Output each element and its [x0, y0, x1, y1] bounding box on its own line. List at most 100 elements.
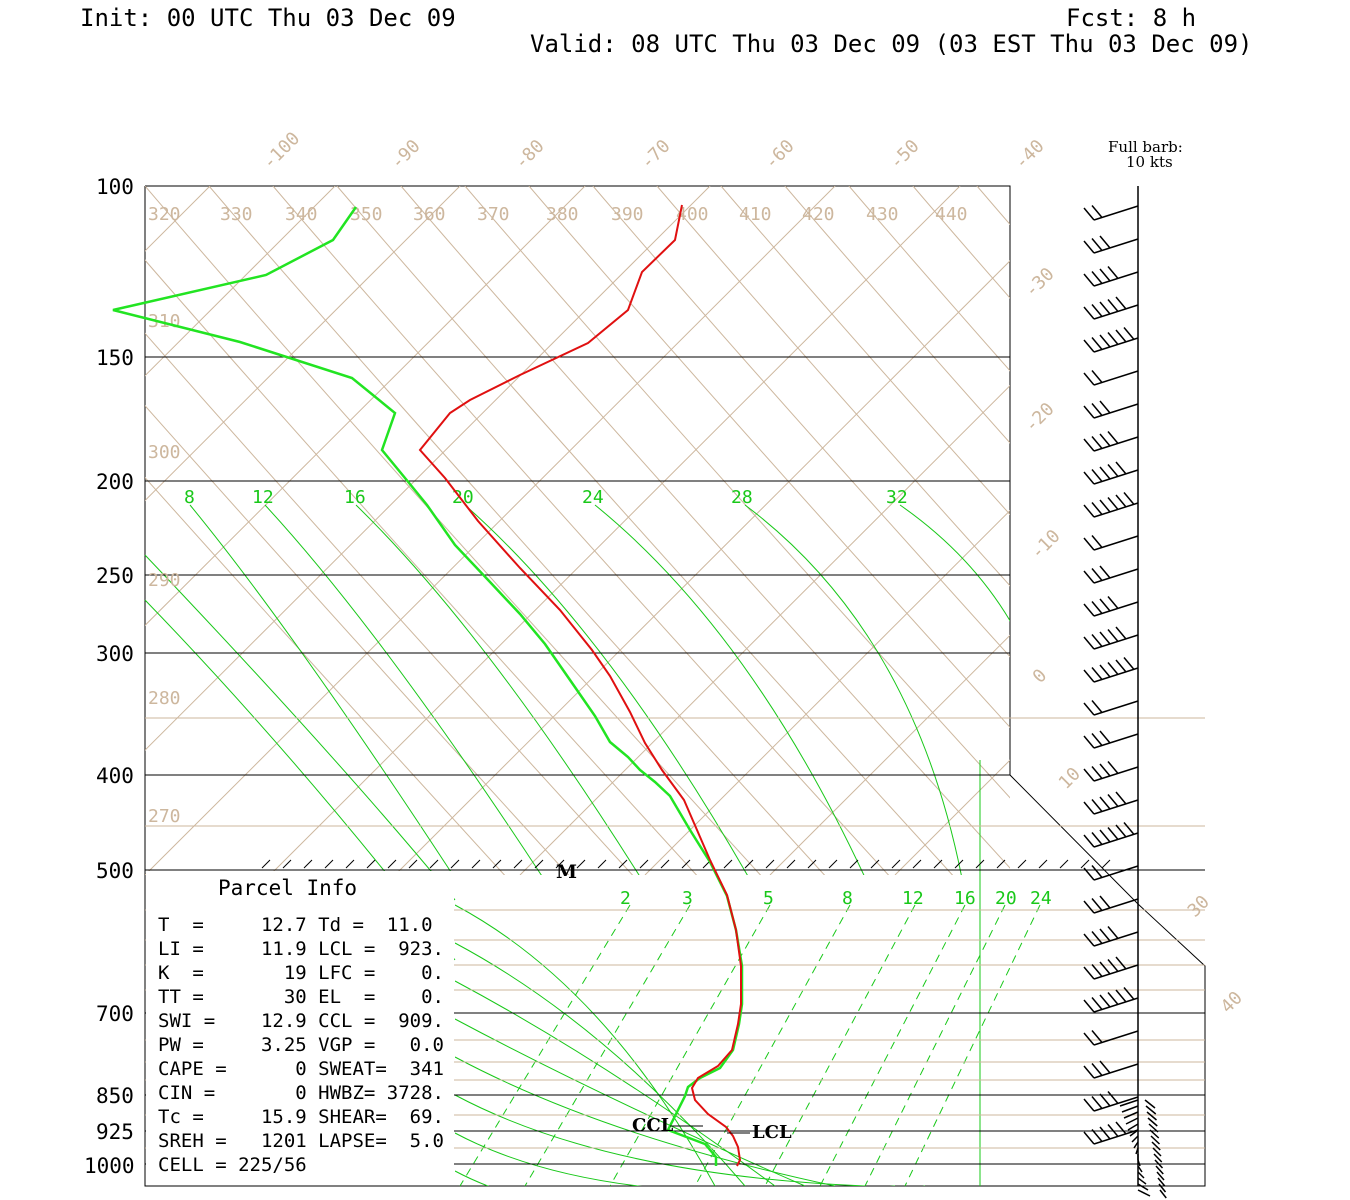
isotherm-label: 10: [1055, 763, 1085, 793]
wind-barb-flag: [1153, 1153, 1163, 1163]
pressure-label: 400: [96, 764, 134, 788]
hatch-mark: [807, 859, 817, 869]
isotherm-line: [269, 186, 961, 875]
wind-barb-shaft: [1131, 1135, 1139, 1143]
wind-barb-shaft: [1093, 271, 1139, 287]
dry-adiabat-line: [720, 186, 1010, 516]
wind-barb-shaft: [1093, 469, 1139, 485]
moist-adiabat-line: [744, 504, 962, 875]
dry-adiabat-line: [464, 186, 1010, 799]
hatch-mark: [387, 859, 397, 869]
pressure-label: 500: [96, 859, 134, 883]
pressure-label: 250: [96, 564, 134, 588]
pressure-label: 200: [96, 470, 134, 494]
wind-barb-flag: [1091, 403, 1103, 416]
wind-barb-flag: [1083, 1098, 1095, 1112]
wind-barb-flag: [1083, 702, 1095, 716]
wind-barb-shaft: [1123, 1111, 1139, 1119]
dry-adiabat-line: [912, 186, 1010, 299]
wind-barb-flag: [1099, 334, 1111, 348]
wind-barb-flag: [1107, 1124, 1119, 1137]
wind-barb-flag: [1115, 659, 1127, 673]
isotherm-line: [394, 260, 1010, 875]
wind-barb-flag: [1107, 431, 1119, 444]
hatch-mark: [933, 859, 943, 869]
wind-barb-shaft: [1093, 337, 1139, 353]
wind-barb-flag: [1115, 494, 1127, 508]
forecast-hour: Fcst: 8 h: [1066, 4, 1196, 32]
isotherm-line: [145, 186, 336, 377]
wind-barb-flag: [1091, 337, 1103, 350]
parcel-info-row: TT = 30 EL = 0.: [158, 986, 444, 1008]
isotherm-label: -20: [1021, 399, 1059, 437]
dry-adiabat-line: [784, 186, 1010, 444]
wind-barb-shaft: [1137, 1189, 1151, 1197]
wind-barb-flag: [1123, 987, 1135, 1000]
moist-adiabat-line: [144, 554, 456, 901]
hatch-mark: [261, 859, 271, 869]
wind-barb-flag: [1099, 796, 1111, 810]
hatch-mark: [324, 859, 334, 869]
wind-barb: [1127, 1123, 1159, 1133]
hatch-mark: [912, 859, 922, 869]
wind-barb-flag: [1115, 956, 1127, 970]
wind-barb: [1083, 205, 1139, 221]
theta-label: 420: [802, 204, 835, 225]
mixing-ratio-line: [609, 904, 771, 1187]
mixing-ratio-line: [819, 904, 966, 1187]
valid-time: Valid: 08 UTC Thu 03 Dec 09 (03 EST Thu …: [530, 30, 1252, 58]
wind-barb-shaft: [1093, 568, 1139, 584]
wind-barb: [1083, 370, 1139, 386]
wind-barb-flag: [1107, 992, 1119, 1005]
isotherm-label: -80: [511, 136, 549, 174]
wind-barb-shaft: [1135, 1147, 1139, 1155]
hatch-mark: [891, 859, 901, 869]
wind-barb-shaft: [1093, 799, 1139, 815]
wind-barb-shaft: [1125, 1117, 1139, 1125]
hatch-mark: [534, 859, 544, 869]
mixing-ratio-line: [459, 904, 631, 1187]
wind-barb-flag: [1083, 339, 1095, 353]
isotherm-label: -40: [1011, 136, 1049, 174]
wind-barb: [1083, 296, 1139, 320]
wind-barb-flag: [1083, 999, 1095, 1013]
wind-barb-flag: [1123, 822, 1135, 835]
wind-barb-flag: [1091, 700, 1103, 713]
isotherm-line: [145, 186, 586, 627]
mixing-ratio-line: [864, 904, 1006, 1187]
hatch-mark: [1038, 859, 1048, 869]
dewpoint-profile: [112, 206, 744, 1166]
wind-barb-shaft: [1093, 931, 1139, 947]
wind-barb-flag: [1146, 1111, 1157, 1121]
wind-barb: [1083, 266, 1139, 287]
isotherm-label: -10: [1027, 526, 1065, 564]
wind-barb-flag: [1083, 306, 1095, 320]
dry-adiabat-line: [145, 332, 634, 875]
wind-barb: [1083, 700, 1139, 716]
dry-adiabat-line: [145, 186, 762, 875]
wind-barb-flag: [1107, 497, 1119, 510]
hatch-mark: [597, 859, 607, 869]
wind-barb-flag: [1091, 601, 1103, 614]
wind-barb-flag: [1149, 1129, 1160, 1139]
plot-frame: [144, 185, 1206, 1187]
wind-barb-flag: [1148, 1123, 1159, 1133]
hatch-mark: [681, 859, 691, 869]
wind-barb-flag: [1091, 634, 1103, 647]
wind-barb-flag: [1083, 768, 1095, 782]
pressure-label: 300: [96, 642, 134, 666]
wind-barb-flag: [1099, 631, 1111, 645]
theta-labels: 320 330 340 350 360 370 380 390 400 410 …: [148, 204, 968, 827]
theta-label: 320: [148, 204, 181, 225]
wind-barb-flag: [1107, 959, 1119, 972]
hatch-mark: [765, 859, 775, 869]
wind-barb-flag: [1150, 1135, 1161, 1145]
mixing-ratio-label: 20: [452, 487, 474, 508]
wind-barb-flag: [1099, 598, 1111, 612]
wind-barb-flag: [1083, 603, 1095, 617]
wind-barb-flag: [1091, 931, 1103, 944]
wind-barb-flag: [1091, 865, 1103, 878]
wind-barb: [1083, 657, 1139, 683]
mixing-ratio-label: 24: [1030, 888, 1052, 909]
wind-barb-flag: [1091, 436, 1103, 449]
